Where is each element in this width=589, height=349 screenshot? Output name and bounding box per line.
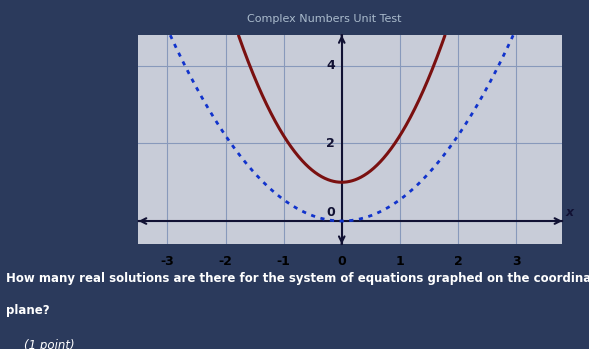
Text: -2: -2 [219,255,233,268]
Text: 2: 2 [454,255,462,268]
Text: 1: 1 [395,255,404,268]
Text: 4: 4 [326,59,335,73]
Text: 2: 2 [326,137,335,150]
Text: 0: 0 [337,255,346,268]
Text: 3: 3 [512,255,520,268]
Text: 0: 0 [326,206,335,219]
Text: (1 point): (1 point) [24,339,74,349]
Text: -1: -1 [277,255,290,268]
Text: x: x [565,206,574,219]
Text: plane?: plane? [6,304,49,317]
Text: -3: -3 [161,255,174,268]
Text: How many real solutions are there for the system of equations graphed on the coo: How many real solutions are there for th… [6,272,589,285]
Text: Complex Numbers Unit Test: Complex Numbers Unit Test [247,14,401,24]
